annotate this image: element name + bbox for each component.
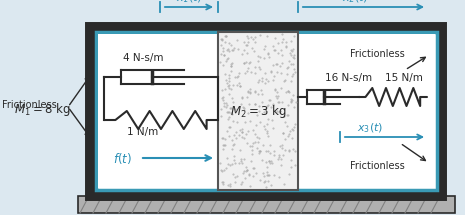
Bar bbox=[96, 32, 437, 190]
Text: $x_1(t)$: $x_1(t)$ bbox=[176, 0, 202, 5]
Text: 15 N/m: 15 N/m bbox=[385, 73, 423, 83]
Text: 1 N/m: 1 N/m bbox=[127, 127, 159, 137]
Text: Frictionless: Frictionless bbox=[350, 49, 405, 59]
Text: 16 N-s/m: 16 N-s/m bbox=[325, 73, 372, 83]
Text: $x_3(t)$: $x_3(t)$ bbox=[357, 121, 383, 135]
Text: Frictionless: Frictionless bbox=[2, 100, 57, 110]
Bar bbox=[98, 34, 435, 188]
Bar bbox=[218, 32, 298, 190]
Text: 4 N-s/m: 4 N-s/m bbox=[123, 53, 163, 63]
Text: Frictionless: Frictionless bbox=[350, 161, 405, 171]
Text: $x_2(t)$: $x_2(t)$ bbox=[342, 0, 368, 5]
Text: $M_2=3$ kg: $M_2=3$ kg bbox=[230, 103, 286, 120]
Bar bbox=[88, 25, 443, 197]
Bar bbox=[78, 196, 455, 213]
Text: $M_1 = 8$ kg: $M_1 = 8$ kg bbox=[14, 101, 70, 118]
Text: $f(t)$: $f(t)$ bbox=[113, 150, 132, 166]
